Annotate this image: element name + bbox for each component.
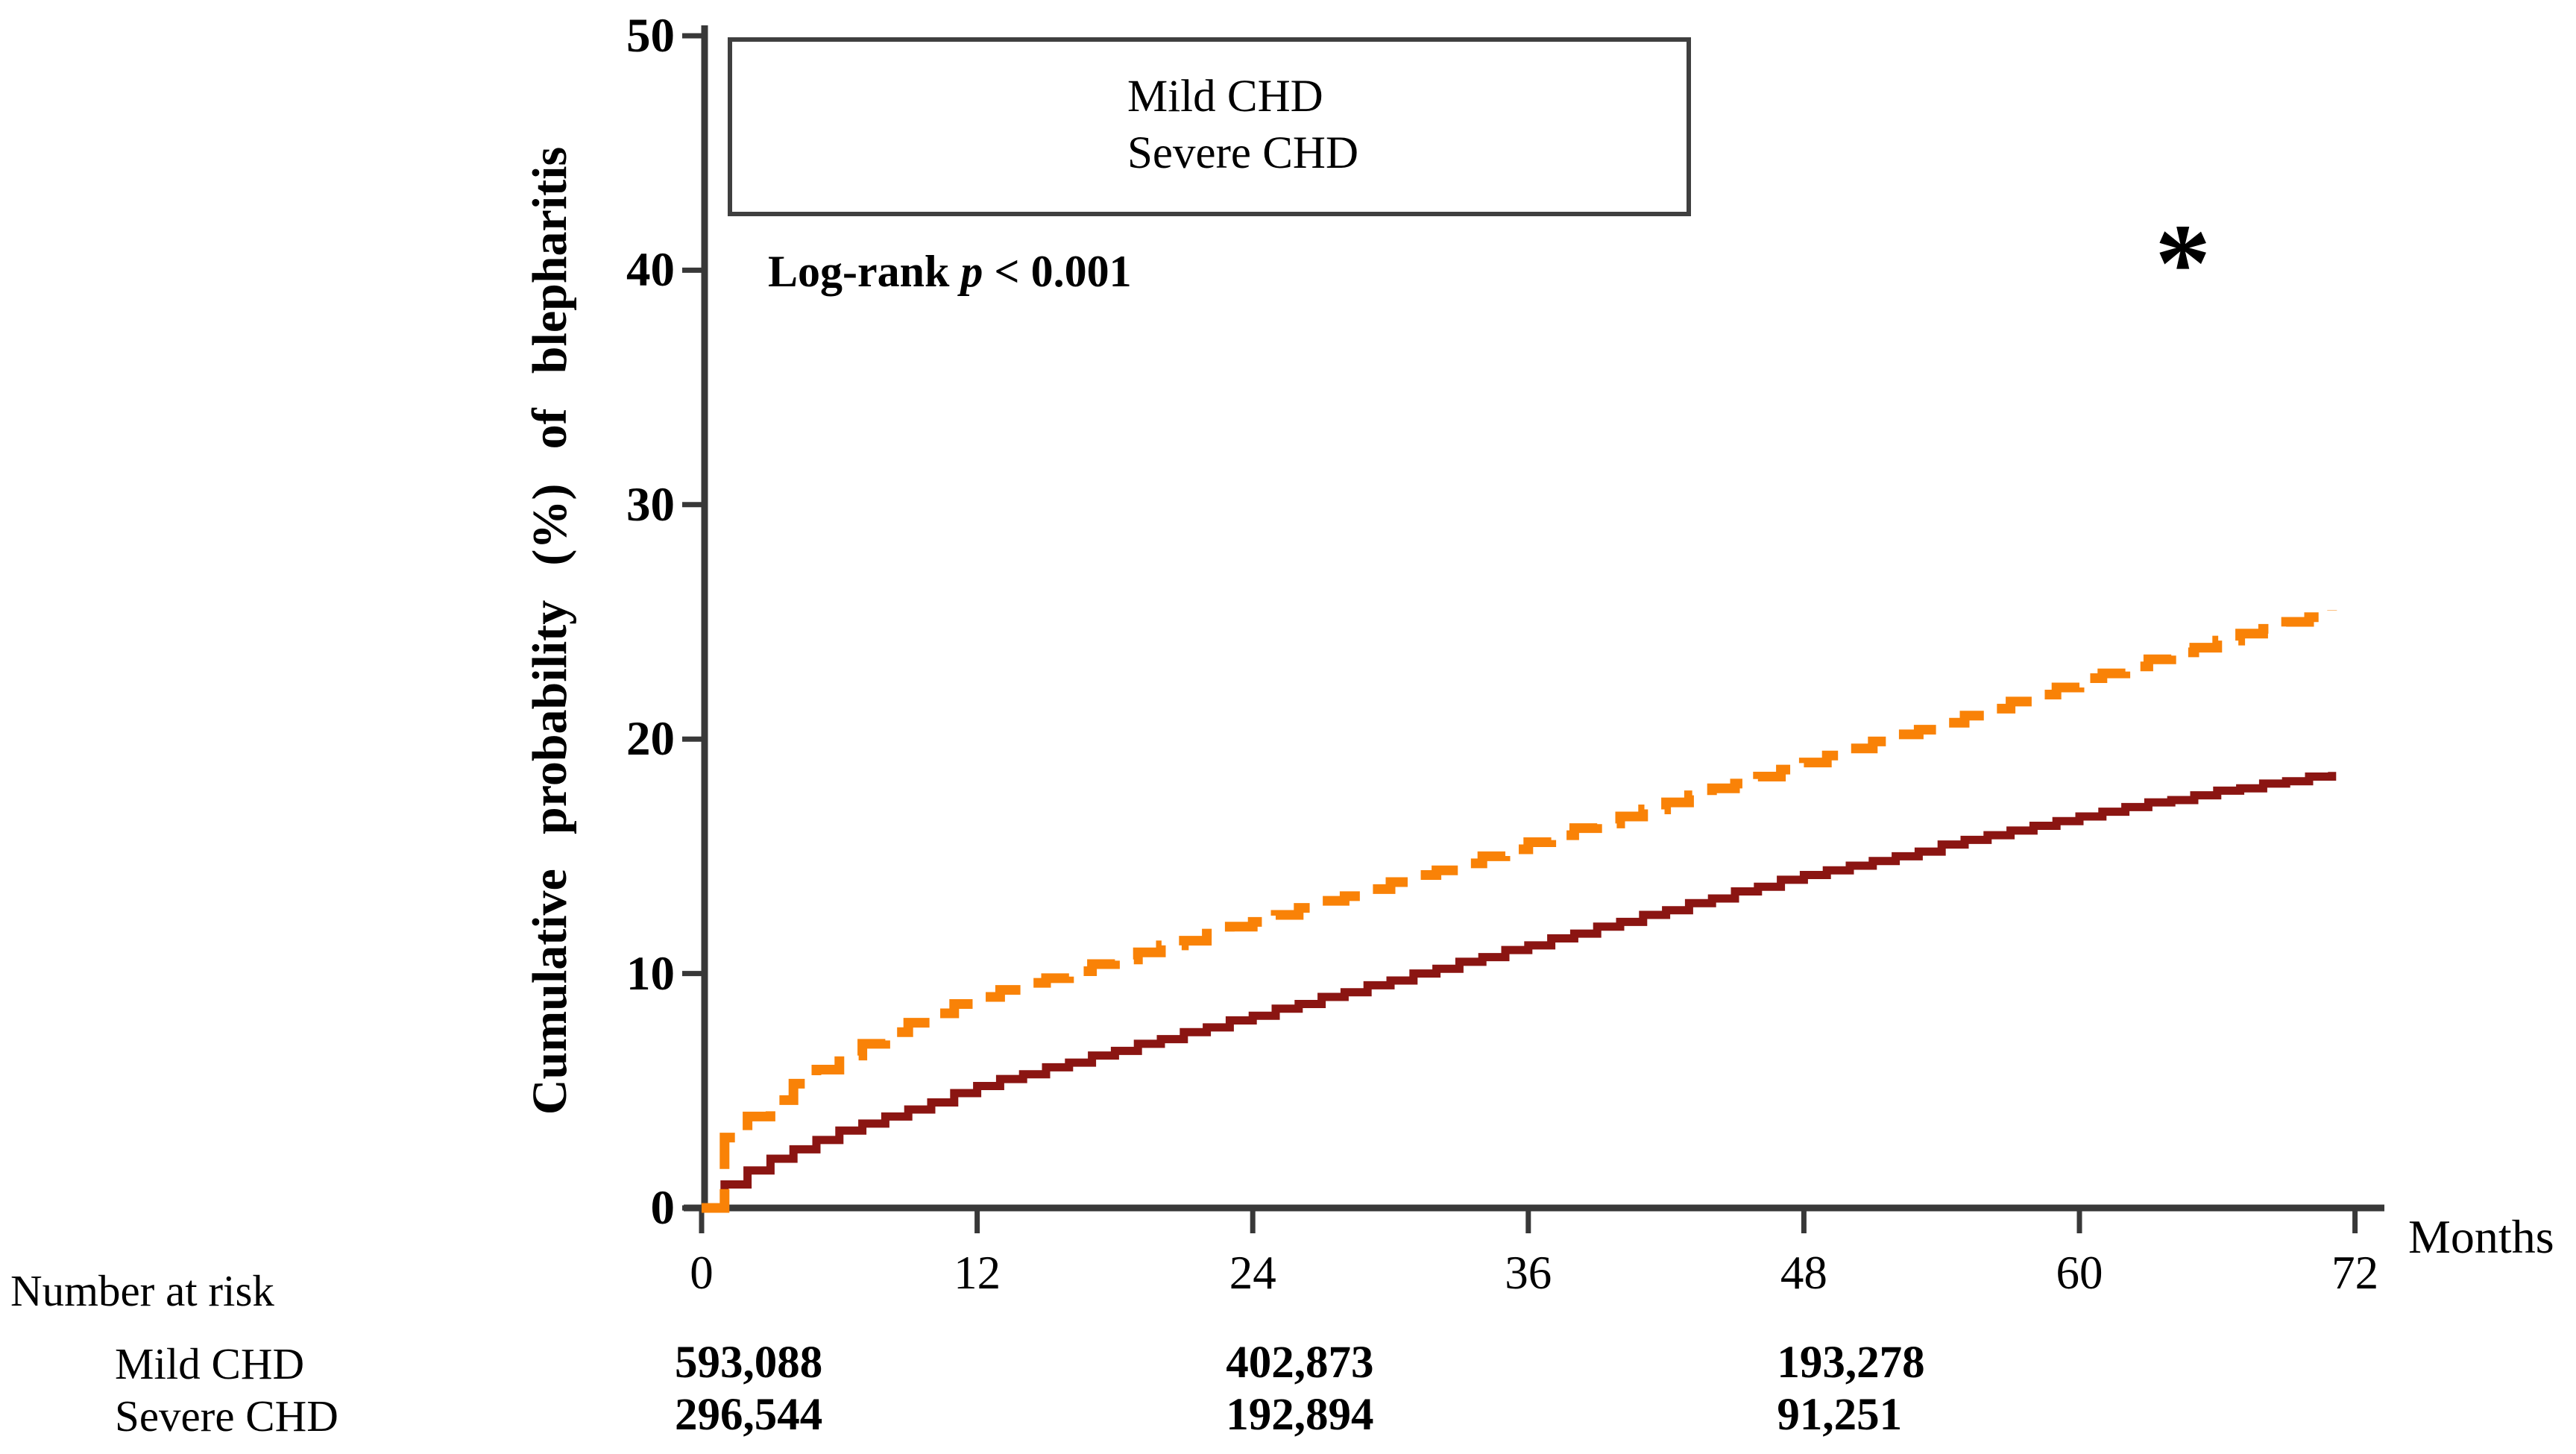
legend-box xyxy=(728,37,1691,216)
log-rank-prefix: Log-rank xyxy=(768,247,961,296)
x-tick-label: 60 xyxy=(2056,1247,2103,1299)
risk-count: 402,873 xyxy=(1226,1338,1374,1388)
risk-count: 192,894 xyxy=(1226,1390,1374,1440)
x-axis-title: Months xyxy=(2408,1210,2554,1263)
significance-asterisk: * xyxy=(2155,201,2211,326)
severe-chd-curve xyxy=(702,610,2337,1213)
x-tick-label: 0 xyxy=(690,1247,714,1299)
x-tick-label: 36 xyxy=(1505,1247,1552,1299)
risk-count: 593,088 xyxy=(675,1338,823,1388)
legend-label-severe-chd: Severe CHD xyxy=(1127,128,1359,178)
log-rank-p-symbol: p xyxy=(960,247,983,296)
risk-row-label: Mild CHD xyxy=(115,1339,305,1388)
log-rank-annotation: Log-rank p < 0.001 xyxy=(768,246,1132,298)
y-tick-label: 10 xyxy=(626,946,675,1001)
y-tick-label: 20 xyxy=(626,712,675,767)
mild-chd-curve xyxy=(702,772,2337,1212)
risk-count: 193,278 xyxy=(1777,1338,1925,1388)
risk-row-label: Severe CHD xyxy=(115,1391,338,1441)
risk-count: 91,251 xyxy=(1777,1390,1903,1440)
log-rank-value: < 0.001 xyxy=(983,247,1132,296)
y-tick-label: 50 xyxy=(626,9,675,63)
x-tick-label: 12 xyxy=(954,1247,1001,1299)
y-axis-title: Cumulative probability (%) of blephariti… xyxy=(523,146,577,1115)
x-tick-label: 72 xyxy=(2331,1247,2379,1299)
y-tick-label: 0 xyxy=(650,1181,676,1235)
x-tick-label: 24 xyxy=(1229,1247,1276,1299)
risk-count: 296,544 xyxy=(675,1390,823,1440)
legend-label-mild-chd: Mild CHD xyxy=(1127,72,1323,122)
number-at-risk-label: Number at risk xyxy=(10,1266,274,1315)
x-tick-label: 48 xyxy=(1780,1247,1827,1299)
y-tick-label: 30 xyxy=(626,477,675,532)
y-tick-label: 40 xyxy=(626,243,675,298)
